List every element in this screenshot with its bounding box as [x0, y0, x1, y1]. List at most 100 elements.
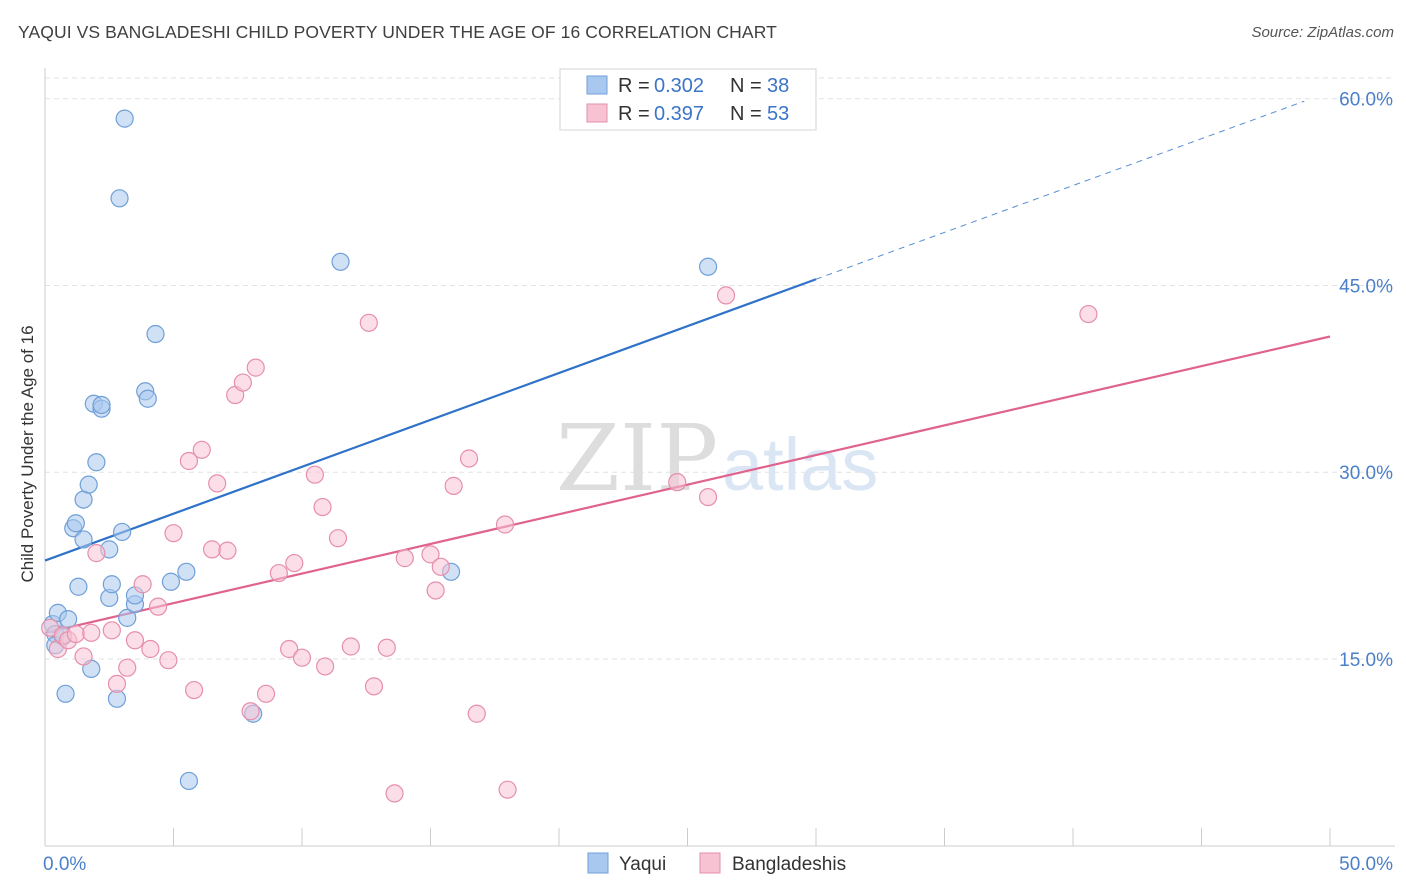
point-yaqui-17: [92, 395, 111, 415]
y-tick-label-30: 30.0%: [1339, 463, 1393, 484]
point-bangladeshis-8: [102, 621, 121, 640]
point-bangladeshis-43: [426, 581, 445, 600]
point-bangladeshis-33: [313, 497, 332, 517]
point-yaqui-20: [102, 575, 121, 594]
y-axis-title: Child Poverty Under the Age of 16: [18, 325, 37, 582]
trend-lines: [44, 100, 1331, 634]
point-bangladeshis-16: [164, 524, 183, 543]
point-bangladeshis-26: [246, 358, 265, 377]
point-bangladeshis-18: [184, 680, 204, 700]
point-bangladeshis-20: [202, 540, 222, 559]
point-bangladeshis-6: [82, 623, 101, 642]
point-yaqui-10: [74, 530, 93, 549]
legend-r-label-bangladeshis: R =: [618, 103, 650, 125]
point-bangladeshis-38: [364, 677, 384, 696]
point-bangladeshis-10: [118, 658, 137, 677]
legend-n-value-bangladeshis: 53: [767, 103, 789, 125]
point-bangladeshis-31: [292, 648, 312, 667]
tick-labels: 15.0% 30.0% 45.0% 60.0% 0.0% 50.0%: [43, 90, 1393, 875]
point-yaqui-24: [115, 109, 134, 128]
x-tick-label-max: 50.0%: [1339, 854, 1393, 875]
legend-r-value-bangladeshis: 0.397: [654, 103, 704, 125]
point-bangladeshis-40: [385, 784, 404, 803]
point-bangladeshis-41: [395, 549, 414, 568]
point-bangladeshis-25: [241, 702, 260, 721]
y-tick-label-15: 15.0%: [1339, 650, 1393, 671]
point-bangladeshis-44: [431, 557, 450, 576]
point-bangladeshis-50: [668, 473, 687, 492]
y-tick-label-45: 45.0%: [1339, 276, 1393, 297]
point-bangladeshis-53: [1079, 304, 1098, 324]
point-bangladeshis-5: [74, 647, 93, 666]
axes: [44, 68, 1395, 847]
point-bangladeshis-29: [280, 639, 299, 659]
point-yaqui-23: [112, 522, 132, 542]
point-bangladeshis-24: [233, 373, 252, 392]
point-yaqui-33: [179, 771, 199, 791]
point-yaqui-12: [79, 475, 98, 494]
point-bangladeshis-45: [444, 476, 463, 495]
legend-r-value-yaqui: 0.302: [654, 75, 704, 97]
point-bangladeshis-27: [256, 684, 276, 703]
point-yaqui-22: [110, 189, 129, 208]
point-yaqui-25: [118, 608, 137, 627]
trendline-yaqui: [44, 278, 817, 562]
point-bangladeshis-46: [459, 449, 479, 468]
legend-n-value-yaqui: 38: [767, 75, 789, 97]
bottom-legend-swatch-bangladeshis: [699, 852, 721, 874]
point-bangladeshis-19: [192, 440, 211, 459]
point-bangladeshis-42: [421, 545, 440, 564]
point-bangladeshis-15: [159, 651, 178, 670]
point-bangladeshis-12: [133, 575, 152, 594]
chart-title: YAQUI VS BANGLADESHI CHILD POVERTY UNDER…: [18, 22, 777, 42]
watermark-zip: ZIP: [556, 405, 718, 512]
legend-swatch-yaqui: [586, 75, 608, 95]
point-bangladeshis-37: [359, 313, 378, 332]
point-bangladeshis-51: [698, 488, 718, 507]
trendline-extension-yaqui: [815, 100, 1305, 280]
point-bangladeshis-49: [498, 780, 517, 799]
bottom-legend-swatch-yaqui: [587, 852, 609, 874]
point-yaqui-35: [331, 252, 350, 271]
trendline-bangladeshis: [44, 335, 1331, 634]
point-bangladeshis-34: [316, 657, 335, 676]
point-yaqui-15: [87, 453, 106, 472]
bottom-legend-label-bangladeshis: Bangladeshis: [732, 854, 846, 875]
y-tick-label-60: 60.0%: [1339, 90, 1393, 111]
point-yaqui-37: [698, 257, 718, 276]
bottom-legend-label-yaqui: Yaqui: [619, 854, 666, 875]
x-tick-label-min: 0.0%: [43, 854, 86, 875]
point-bangladeshis-32: [305, 465, 324, 484]
point-bangladeshis-9: [107, 674, 127, 693]
point-bangladeshis-7: [87, 544, 106, 563]
point-yaqui-8: [66, 514, 85, 533]
point-yaqui-6: [59, 610, 78, 629]
point-bangladeshis-48: [495, 515, 515, 534]
legend: R = 0.302 N = 38 R = 0.397 N = 53: [559, 68, 817, 131]
point-bangladeshis-52: [716, 286, 736, 305]
watermark-atlas: atlas: [722, 423, 878, 506]
legend-swatch-bangladeshis: [586, 103, 608, 123]
point-bangladeshis-14: [148, 597, 168, 616]
point-bangladeshis-21: [208, 474, 227, 493]
point-bangladeshis-13: [141, 639, 160, 659]
legend-n-label-bangladeshis: N =: [730, 103, 762, 125]
point-yaqui-9: [69, 577, 88, 596]
point-bangladeshis-28: [269, 563, 288, 583]
point-bangladeshis-22: [218, 541, 237, 560]
point-bangladeshis-11: [125, 631, 145, 650]
point-yaqui-5: [56, 684, 75, 703]
legend-r-label-yaqui: R =: [618, 75, 650, 97]
bottom-legend: Yaqui Bangladeshis: [587, 852, 846, 875]
source-credit: Source: ZipAtlas.com: [1251, 24, 1394, 41]
series-points-bangladeshis: [41, 286, 1098, 803]
point-bangladeshis-30: [285, 553, 304, 573]
point-yaqui-30: [146, 324, 165, 344]
point-yaqui-29: [138, 389, 157, 408]
point-bangladeshis-36: [341, 637, 360, 656]
point-bangladeshis-35: [328, 529, 348, 548]
point-bangladeshis-47: [467, 704, 486, 723]
point-bangladeshis-39: [377, 638, 396, 657]
data-points: [41, 109, 1098, 803]
